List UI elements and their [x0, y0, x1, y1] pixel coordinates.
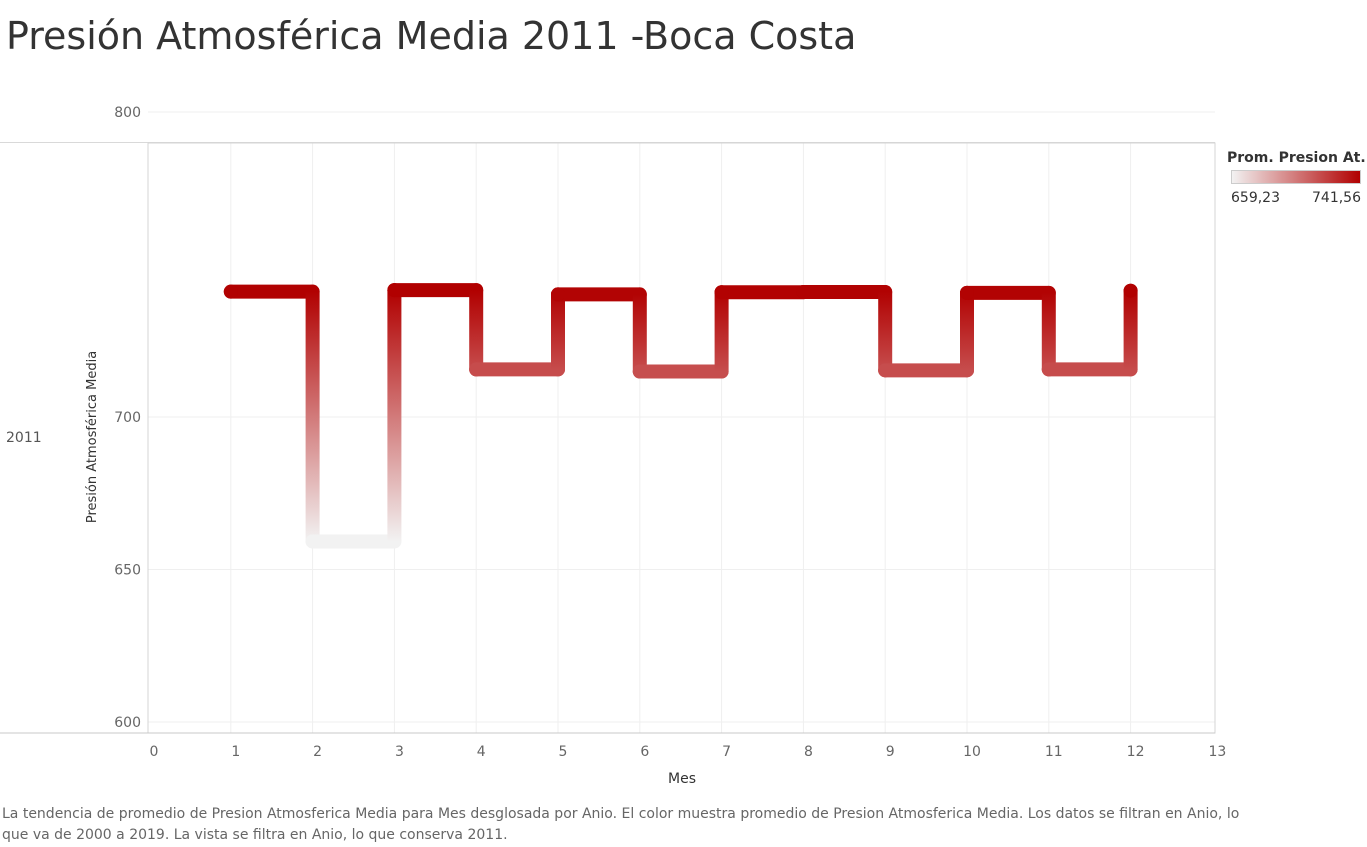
legend-color-ramp: [1231, 170, 1361, 184]
x-tick-label: 2: [313, 744, 322, 760]
data-point[interactable]: [960, 285, 974, 300]
x-tick-label: 9: [886, 744, 895, 760]
data-point[interactable]: [387, 283, 402, 298]
x-tick-label: 6: [640, 744, 649, 760]
data-point[interactable]: [878, 363, 893, 378]
x-tick-label: 4: [477, 744, 486, 760]
data-point[interactable]: [632, 364, 647, 379]
x-tick-label: 5: [559, 744, 568, 760]
legend-max-label: 741,56: [1312, 190, 1361, 206]
axis-layer: [0, 142, 1216, 734]
line-layer: [223, 283, 1138, 549]
data-point[interactable]: [551, 287, 565, 302]
data-point[interactable]: [796, 284, 811, 299]
data-point[interactable]: [469, 362, 484, 377]
chart-caption: La tendencia de promedio de Presion Atmo…: [2, 806, 1240, 843]
x-tick-label: 0: [150, 744, 159, 760]
row-header-year: 2011: [6, 430, 42, 446]
y-tick-label: 700: [114, 410, 141, 426]
legend-min-label: 659,23: [1231, 190, 1280, 206]
y-tick-label: 650: [114, 563, 141, 579]
data-point[interactable]: [305, 534, 320, 549]
x-tick-label: 3: [395, 744, 404, 760]
x-tick-label: 7: [722, 744, 731, 760]
x-axis-title: Mes: [668, 771, 696, 787]
x-tick-label: 1: [231, 744, 240, 760]
data-point[interactable]: [714, 285, 729, 300]
x-tick-label: 12: [1127, 744, 1145, 760]
y-tick-label: 800: [114, 105, 141, 121]
x-tick-label: 8: [804, 744, 813, 760]
grid-layer: [148, 111, 1215, 733]
x-tick-label: 13: [1208, 744, 1226, 760]
page-title: Presión Atmosférica Media 2011 -Boca Cos…: [6, 14, 857, 58]
x-tick-label: 10: [963, 744, 981, 760]
data-point[interactable]: [1041, 362, 1056, 377]
y-tick-label: 600: [114, 715, 141, 731]
data-point[interactable]: [1123, 283, 1138, 298]
data-point[interactable]: [223, 284, 238, 299]
x-tick-label: 11: [1045, 744, 1063, 760]
y-axis-title: Presión Atmosférica Media: [85, 351, 100, 523]
legend-title: Prom. Presion At..: [1227, 150, 1367, 166]
